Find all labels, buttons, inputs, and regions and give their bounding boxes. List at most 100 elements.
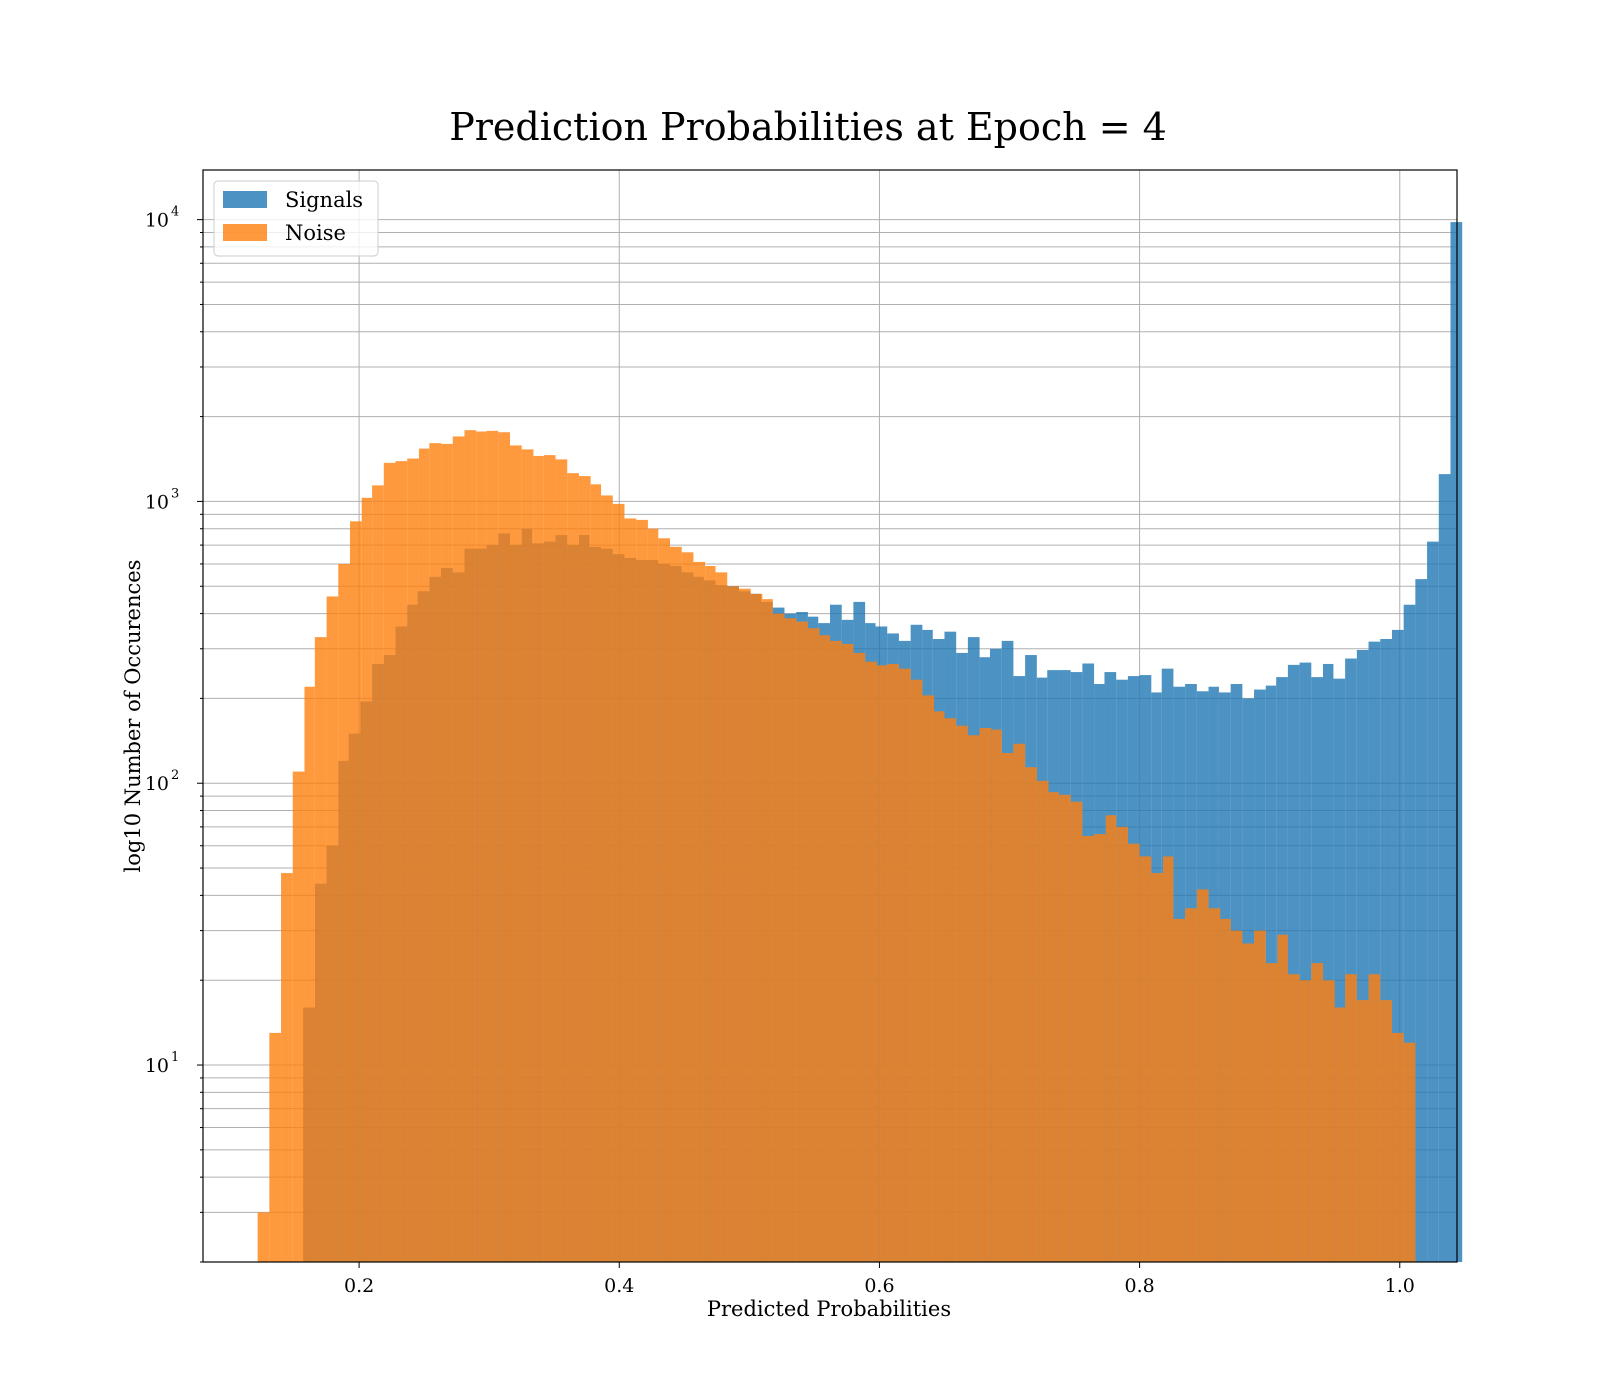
noise-bar bbox=[681, 552, 694, 1262]
noise-bar bbox=[887, 663, 899, 1262]
noise-bar bbox=[590, 484, 602, 1263]
noise-bar bbox=[898, 668, 911, 1262]
noise-bar bbox=[1265, 963, 1278, 1262]
noise-bar bbox=[865, 661, 877, 1262]
signals-bar bbox=[1403, 604, 1416, 1262]
noise-bar bbox=[1116, 826, 1128, 1262]
noise-bar bbox=[1036, 780, 1049, 1262]
y-tick-base: 10 bbox=[145, 210, 169, 232]
noise-bar bbox=[395, 461, 408, 1262]
signals-bar bbox=[1368, 641, 1381, 1262]
y-tick-label: 10 bbox=[145, 491, 169, 513]
noise-bar bbox=[956, 725, 968, 1262]
signals-bar bbox=[1380, 638, 1392, 1262]
signals-bar bbox=[1345, 658, 1357, 1262]
noise-bar bbox=[1127, 843, 1140, 1262]
noise-bar bbox=[521, 449, 534, 1263]
y-tick-exponent: 2 bbox=[171, 768, 179, 783]
noise-bar bbox=[486, 430, 499, 1262]
noise-bar bbox=[1323, 980, 1335, 1262]
y-tick-base: 10 bbox=[145, 773, 169, 795]
noise-bar bbox=[338, 563, 350, 1262]
legend-label-noise: Noise bbox=[285, 221, 346, 245]
y-tick-exponent: 1 bbox=[171, 1050, 179, 1065]
noise-bar bbox=[705, 565, 716, 1262]
x-tick-label: 0.4 bbox=[604, 1275, 634, 1297]
noise-bar bbox=[1277, 934, 1288, 1262]
noise-bar bbox=[1334, 1007, 1346, 1262]
noise-bar bbox=[693, 561, 706, 1262]
noise-bar bbox=[1311, 963, 1324, 1262]
noise-bar bbox=[830, 640, 842, 1262]
noise-bar bbox=[372, 485, 384, 1262]
noise-bar bbox=[1345, 974, 1357, 1262]
noise-bar bbox=[407, 458, 419, 1262]
noise-bar bbox=[601, 495, 613, 1262]
noise-bar bbox=[269, 1032, 282, 1262]
noise-bar bbox=[841, 643, 854, 1262]
noise-bar bbox=[533, 455, 544, 1262]
noise-bar bbox=[555, 459, 568, 1262]
y-tick-label: 10 bbox=[145, 1055, 169, 1077]
noise-bar bbox=[1013, 743, 1026, 1262]
noise-bar bbox=[1173, 918, 1186, 1262]
noise-bar bbox=[509, 445, 522, 1263]
noise-bar bbox=[979, 728, 992, 1262]
noise-bar bbox=[796, 621, 808, 1262]
noise-bar bbox=[1220, 918, 1231, 1262]
noise-bar bbox=[1254, 930, 1266, 1262]
noise-bar bbox=[934, 711, 945, 1262]
noise-bar bbox=[578, 476, 591, 1262]
noise-bar bbox=[612, 503, 625, 1263]
y-axis-label: log10 Number of Occurences bbox=[121, 560, 145, 873]
noise-bar bbox=[772, 613, 785, 1262]
x-axis-label: Predicted Probabilities bbox=[707, 1297, 951, 1321]
x-axis-ticks: 0.2 0.4 0.6 0.8 1.0 bbox=[344, 1262, 1415, 1297]
signals-bar bbox=[1415, 579, 1428, 1262]
noise-bar bbox=[876, 665, 888, 1262]
noise-bar bbox=[991, 729, 1002, 1262]
noise-bar bbox=[807, 628, 820, 1262]
noise-bar bbox=[727, 586, 739, 1262]
noise-bar bbox=[1139, 856, 1152, 1262]
noise-bar bbox=[1058, 794, 1071, 1262]
noise-bar bbox=[738, 588, 751, 1262]
noise-bar bbox=[1094, 834, 1106, 1262]
noise-bar bbox=[1368, 974, 1381, 1262]
noise-bar bbox=[567, 473, 579, 1262]
legend-swatch-noise bbox=[223, 224, 267, 241]
noise-bar bbox=[1025, 767, 1037, 1262]
noise-bar bbox=[257, 1212, 270, 1262]
x-tick-label: 0.2 bbox=[344, 1275, 374, 1297]
noise-bar bbox=[1380, 1000, 1392, 1262]
noise-bar bbox=[1391, 1032, 1404, 1262]
noise-bar bbox=[1048, 792, 1059, 1262]
noise-bar bbox=[922, 695, 935, 1262]
noise-bar bbox=[361, 497, 373, 1262]
legend-label-signals: Signals bbox=[285, 188, 363, 212]
signals-bar bbox=[1427, 541, 1439, 1262]
plot-area bbox=[202, 169, 1463, 1263]
noise-bar bbox=[326, 596, 339, 1262]
noise-bar bbox=[762, 599, 773, 1262]
noise-bar bbox=[636, 519, 648, 1262]
noise-bar bbox=[292, 771, 305, 1262]
signals-bar bbox=[1438, 474, 1451, 1262]
noise-bar bbox=[281, 873, 293, 1262]
noise-bars bbox=[257, 430, 1416, 1263]
noise-bar bbox=[944, 718, 957, 1262]
y-tick-exponent: 4 bbox=[171, 205, 179, 220]
noise-bar bbox=[1208, 908, 1221, 1262]
x-tick-label: 1.0 bbox=[1385, 1275, 1415, 1297]
noise-bar bbox=[1185, 908, 1197, 1262]
noise-bar bbox=[349, 521, 362, 1262]
noise-bar bbox=[1151, 873, 1164, 1262]
noise-bar bbox=[967, 735, 980, 1262]
noise-bar bbox=[1082, 835, 1095, 1262]
signals-bar bbox=[1299, 662, 1312, 1262]
noise-bar bbox=[476, 431, 487, 1262]
noise-bar bbox=[1105, 815, 1117, 1262]
noise-bar bbox=[750, 593, 763, 1262]
